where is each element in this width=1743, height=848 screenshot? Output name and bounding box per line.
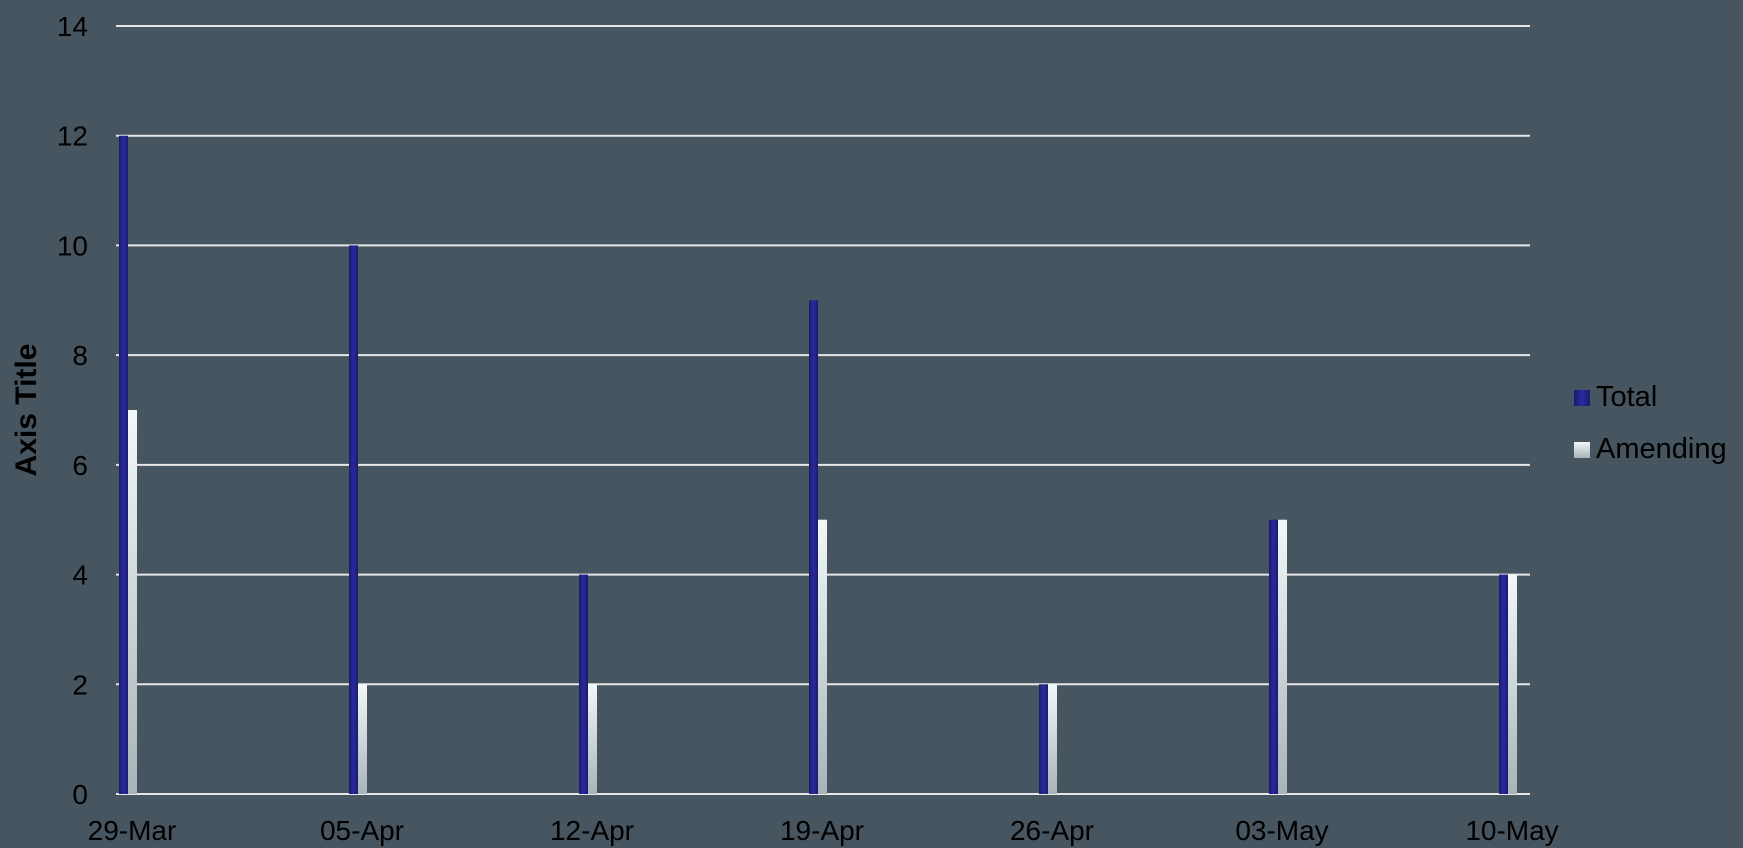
x-tick-label: 05-Apr: [320, 815, 404, 846]
y-tick-label: 8: [72, 340, 88, 371]
bars: [119, 135, 1517, 794]
x-axis-ticks: 29-Mar 05-Apr 12-Apr 19-Apr 26-Apr 03-May 10-M…: [88, 815, 1559, 846]
bar-amending: [358, 684, 367, 794]
y-axis-title: Axis Title: [10, 344, 43, 477]
bar-amending: [1508, 574, 1517, 794]
x-tick-label: 19-Apr: [780, 815, 864, 846]
legend: Total Amending: [1574, 381, 1727, 465]
x-tick-label: 29-Mar: [88, 815, 177, 846]
bar-total: [809, 300, 818, 794]
y-tick-label: 12: [57, 121, 88, 152]
bar-amending: [818, 519, 827, 794]
bar-total: [349, 245, 358, 794]
bar-total: [1269, 519, 1278, 794]
legend-label-total: Total: [1596, 381, 1657, 413]
bar-total: [579, 574, 588, 794]
bar-amending: [588, 684, 597, 794]
legend-swatch-amending: [1574, 442, 1590, 458]
y-tick-label: 10: [57, 230, 88, 261]
bar-amending: [1278, 519, 1287, 794]
x-tick-label: 12-Apr: [550, 815, 634, 846]
y-tick-label: 4: [72, 560, 88, 591]
bar-total: [119, 135, 128, 794]
x-tick-label: 03-May: [1235, 815, 1328, 846]
x-tick-label: 10-May: [1465, 815, 1558, 846]
bar-total: [1039, 684, 1048, 794]
y-tick-label: 6: [72, 450, 88, 481]
y-tick-label: 0: [72, 779, 88, 810]
y-tick-label: 2: [72, 669, 88, 700]
legend-label-amending: Amending: [1596, 433, 1727, 465]
legend-swatch-total: [1574, 390, 1590, 406]
x-tick-label: 26-Apr: [1010, 815, 1094, 846]
bar-amending: [1048, 684, 1057, 794]
y-axis-ticks: 0 2 4 6 8 10 12 14: [57, 11, 88, 810]
y-tick-label: 14: [57, 11, 88, 42]
bar-amending: [128, 410, 137, 794]
bar-total: [1499, 574, 1508, 794]
